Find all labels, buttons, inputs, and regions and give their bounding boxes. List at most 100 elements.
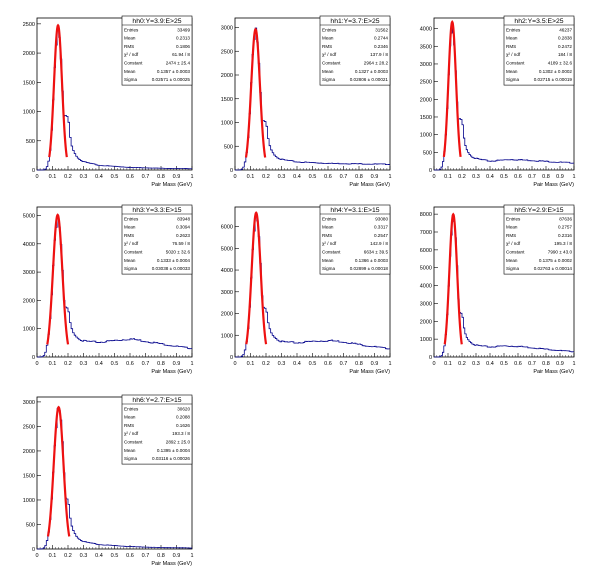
stats-box xyxy=(319,15,391,86)
x-tick-label: 0.2 xyxy=(64,361,72,367)
x-tick-label: 0.1 xyxy=(444,174,452,180)
stats-value: 0.2757 xyxy=(558,225,572,230)
stats-label: χ² / ndf xyxy=(506,52,521,57)
stats-box xyxy=(121,15,193,86)
x-tick-label: 0.7 xyxy=(142,174,150,180)
stats-label: RMS xyxy=(124,233,134,238)
gaussian-fit-curve xyxy=(244,27,267,158)
y-tick-label: 500 xyxy=(423,150,432,156)
x-tick-label: 0.2 xyxy=(262,174,270,180)
x-tick-label: 1 xyxy=(190,361,193,367)
x-tick-label: 0.8 xyxy=(542,361,550,367)
stats-label: RMS xyxy=(506,44,516,49)
x-tick-label: 0.4 xyxy=(293,361,301,367)
histogram-panel: 0 0.1 0.2 0.3 0.4 0.5 0.6 0.7 0.8 0.9 1 0 500 1000 150… xyxy=(23,15,194,188)
y-tick-label: 3000 xyxy=(420,62,432,68)
stats-value: 0.1626 xyxy=(176,423,190,428)
panel-title: hh3:Y=3.3:E>15 xyxy=(132,207,181,214)
y-tick-label: 1000 xyxy=(221,333,233,339)
y-tick-label: 1000 xyxy=(23,498,35,504)
y-tick-label: 0 xyxy=(32,547,35,553)
stats-value: 0.2838 xyxy=(558,36,572,41)
x-tick-label: 0.1 xyxy=(49,361,57,367)
x-tick-label: 1 xyxy=(388,361,391,367)
stats-value: 0.02806 ± 0.00021 xyxy=(350,77,389,82)
x-tick-label: 0.2 xyxy=(458,174,466,180)
stats-label: Mean xyxy=(124,225,136,230)
gaussian-fit-curve xyxy=(442,20,462,157)
stats-value: 195.3 / 8 xyxy=(554,241,572,246)
x-tick-label: 0 xyxy=(35,553,38,559)
y-tick-label: 6000 xyxy=(420,248,432,254)
stats-value: 0.2088 xyxy=(176,415,190,420)
x-tick-label: 0.3 xyxy=(472,361,480,367)
y-tick-label: 2000 xyxy=(23,51,35,57)
x-tick-label: 0.5 xyxy=(111,361,119,367)
y-tick-label: 2000 xyxy=(221,73,233,79)
y-tick-label: 3000 xyxy=(23,270,35,276)
x-tick-label: 1 xyxy=(190,553,193,559)
stats-label: Mean xyxy=(322,36,334,41)
x-axis-label: Pair Mass (GeV) xyxy=(533,369,574,375)
stats-label: Entries xyxy=(124,216,139,221)
y-tick-label: 3000 xyxy=(221,26,233,32)
stats-label: Sigma xyxy=(124,266,137,271)
x-tick-label: 1 xyxy=(190,174,193,180)
x-tick-label: 0 xyxy=(35,174,38,180)
stats-value: 0.2316 xyxy=(558,233,572,238)
x-tick-label: 1 xyxy=(388,174,391,180)
y-tick-label: 2000 xyxy=(221,312,233,318)
x-tick-label: 0.9 xyxy=(556,174,564,180)
y-tick-label: 8000 xyxy=(420,212,432,218)
y-tick-label: 2500 xyxy=(221,49,233,55)
x-tick-label: 0.4 xyxy=(95,174,103,180)
panel-title: hh2:Y=3.5:E>25 xyxy=(514,18,563,25)
histogram-panel: 0 0.1 0.2 0.3 0.4 0.5 0.6 0.7 0.8 0.9 1 0 500 1000 150… xyxy=(420,15,576,188)
y-tick-label: 5000 xyxy=(420,266,432,272)
y-tick-label: 4000 xyxy=(221,268,233,274)
x-tick-label: 0.4 xyxy=(486,174,494,180)
x-tick-label: 0.2 xyxy=(458,361,466,367)
x-axis-label: Pair Mass (GeV) xyxy=(151,561,192,567)
x-axis-label: Pair Mass (GeV) xyxy=(349,369,390,375)
y-tick-label: 3000 xyxy=(221,290,233,296)
stats-label: Sigma xyxy=(322,266,335,271)
stats-label: χ² / ndf xyxy=(124,431,139,436)
gaussian-fit-curve xyxy=(46,213,70,345)
x-tick-label: 0.1 xyxy=(247,361,255,367)
y-tick-label: 5000 xyxy=(23,213,35,219)
y-tick-label: 0 xyxy=(429,355,432,361)
x-tick-label: 0.6 xyxy=(126,174,134,180)
stats-box xyxy=(503,204,575,275)
x-tick-label: 0.7 xyxy=(528,361,536,367)
histogram-panel: 0 0.1 0.2 0.3 0.4 0.5 0.6 0.7 0.8 0.9 1 0 1000 2000 30… xyxy=(221,204,392,375)
stats-value: 0.3317 xyxy=(374,225,388,230)
stats-box xyxy=(121,394,193,465)
stats-label: RMS xyxy=(124,423,134,428)
x-tick-label: 0.2 xyxy=(262,361,270,367)
stats-label: Mean xyxy=(322,69,334,74)
histogram-panel: 0 0.1 0.2 0.3 0.4 0.5 0.6 0.7 0.8 0.9 1 0 500 1000 150… xyxy=(23,394,194,567)
stats-value: 0.1375 ± 0.0002 xyxy=(539,258,573,263)
histogram-panel: 0 0.1 0.2 0.3 0.4 0.5 0.6 0.7 0.8 0.9 1 0 1000 2000 30… xyxy=(420,204,576,375)
stats-label: χ² / ndf xyxy=(322,52,337,57)
x-tick-label: 0.7 xyxy=(142,361,150,367)
stats-value: 0.1366 ± 0.0003 xyxy=(355,258,389,263)
stats-value: 0.1327 ± 0.0003 xyxy=(355,69,389,74)
y-tick-label: 1500 xyxy=(23,473,35,479)
x-tick-label: 0.5 xyxy=(309,361,317,367)
stats-value: 0.2547 xyxy=(374,233,388,238)
stats-value: 7990 ± 43.0 xyxy=(548,250,573,255)
x-tick-label: 0.6 xyxy=(514,361,522,367)
x-tick-label: 0.7 xyxy=(142,553,150,559)
stats-value: 2474 ± 25.4 xyxy=(166,61,191,66)
x-tick-label: 0.4 xyxy=(95,553,103,559)
stats-value: 93080 xyxy=(375,216,388,221)
y-tick-label: 0 xyxy=(230,355,233,361)
x-tick-label: 0.3 xyxy=(472,174,480,180)
stats-label: Constant xyxy=(506,61,525,66)
stats-value: 0.03038 ± 0.00033 xyxy=(152,266,191,271)
x-tick-label: 0.6 xyxy=(324,174,332,180)
x-tick-label: 0.9 xyxy=(173,174,181,180)
stats-value: 2964 ± 28.2 xyxy=(364,61,389,66)
